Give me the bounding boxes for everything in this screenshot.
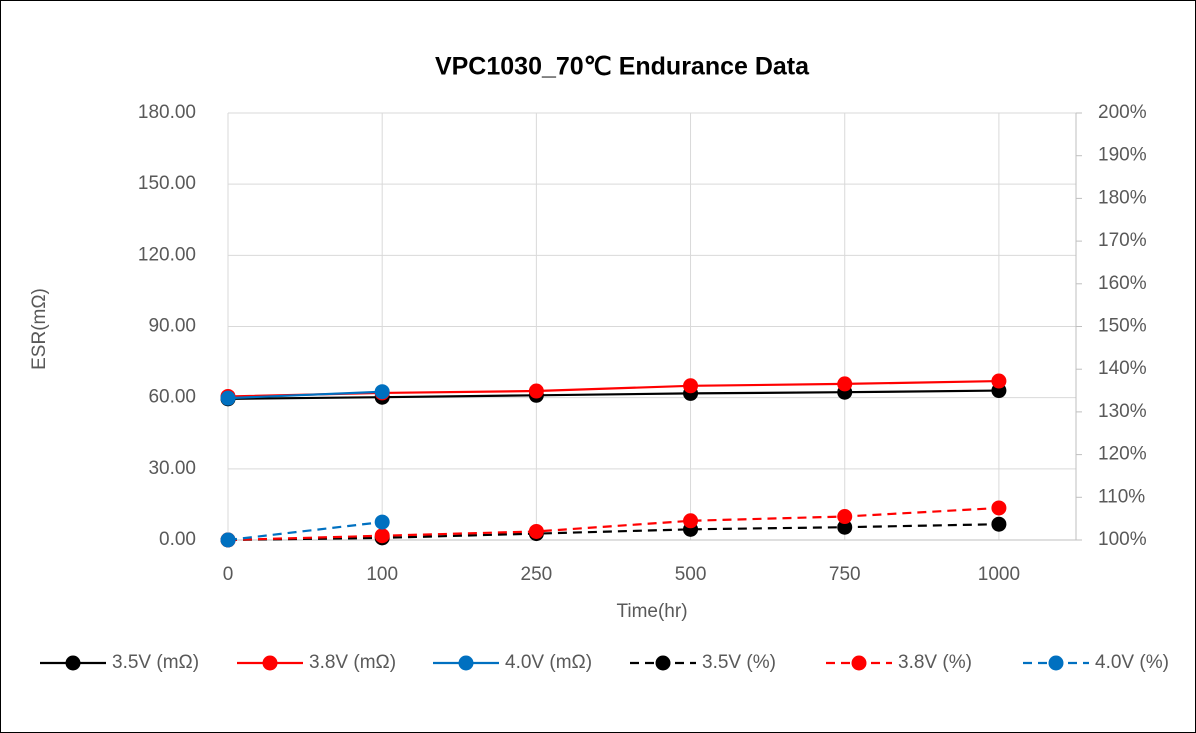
point	[991, 500, 1007, 516]
series-line	[227, 506, 999, 542]
point	[837, 519, 853, 535]
legend-marker	[655, 655, 671, 671]
y2-tick-label: 150%	[1098, 316, 1147, 337]
y-axis-title: ESR(mΩ)	[29, 288, 50, 370]
y2-tick-label: 120%	[1098, 444, 1147, 465]
y2-tick-label: 170%	[1098, 230, 1147, 251]
chart-title: VPC1030_70℃ Endurance Data	[435, 53, 810, 81]
y2-tick-label: 100%	[1098, 529, 1147, 550]
legend-marker	[65, 655, 81, 671]
y2-tick-label: 140%	[1098, 358, 1147, 379]
x-tick-label: 1000	[978, 564, 1020, 585]
point	[683, 378, 699, 394]
y-tick-label: 120.00	[138, 244, 196, 265]
x-tick-label: 100	[366, 564, 398, 585]
y2-tick-label: 190%	[1098, 145, 1147, 166]
legend-label: 3.5V (mΩ)	[112, 652, 199, 673]
y-tick-label: 60.00	[148, 387, 196, 408]
legend-marker	[458, 655, 474, 671]
point	[991, 516, 1007, 532]
y-tick-label: 180.00	[138, 102, 196, 123]
series-line	[227, 390, 383, 400]
point	[220, 532, 236, 548]
legend-label: 4.0V (%)	[1095, 652, 1169, 673]
x-tick-label: 500	[675, 564, 707, 585]
x-tick-label: 0	[223, 564, 234, 585]
y2-tick-label: 200%	[1098, 102, 1147, 123]
y2-tick-label: 110%	[1098, 486, 1145, 507]
legend-label: 3.8V (mΩ)	[309, 652, 396, 673]
point	[837, 376, 853, 392]
point	[374, 384, 390, 400]
point	[220, 390, 236, 406]
y-tick-label: 30.00	[148, 458, 196, 479]
point	[374, 514, 390, 530]
legend-label: 3.5V (%)	[702, 652, 776, 673]
series-line	[227, 389, 999, 400]
legend-marker	[262, 655, 278, 671]
legend-marker	[1048, 655, 1064, 671]
y-tick-label: 150.00	[138, 173, 196, 194]
point	[374, 528, 390, 544]
series-line	[227, 523, 999, 542]
point	[837, 509, 853, 525]
y2-tick-label: 180%	[1098, 187, 1147, 208]
y2-tick-label: 130%	[1098, 401, 1147, 422]
y2-tick-label: 160%	[1098, 273, 1147, 294]
y-tick-label: 90.00	[148, 316, 196, 337]
x-axis-title: Time(hr)	[616, 601, 687, 622]
series-line	[227, 520, 383, 542]
y-tick-label: 0.00	[159, 529, 196, 550]
point	[683, 513, 699, 529]
legend-marker	[851, 655, 867, 671]
x-tick-label: 750	[829, 564, 861, 585]
legend-label: 4.0V (mΩ)	[505, 652, 592, 673]
legend-label: 3.8V (%)	[898, 652, 972, 673]
point	[991, 373, 1007, 389]
x-tick-label: 250	[521, 564, 553, 585]
point	[528, 383, 544, 399]
point	[528, 523, 544, 539]
